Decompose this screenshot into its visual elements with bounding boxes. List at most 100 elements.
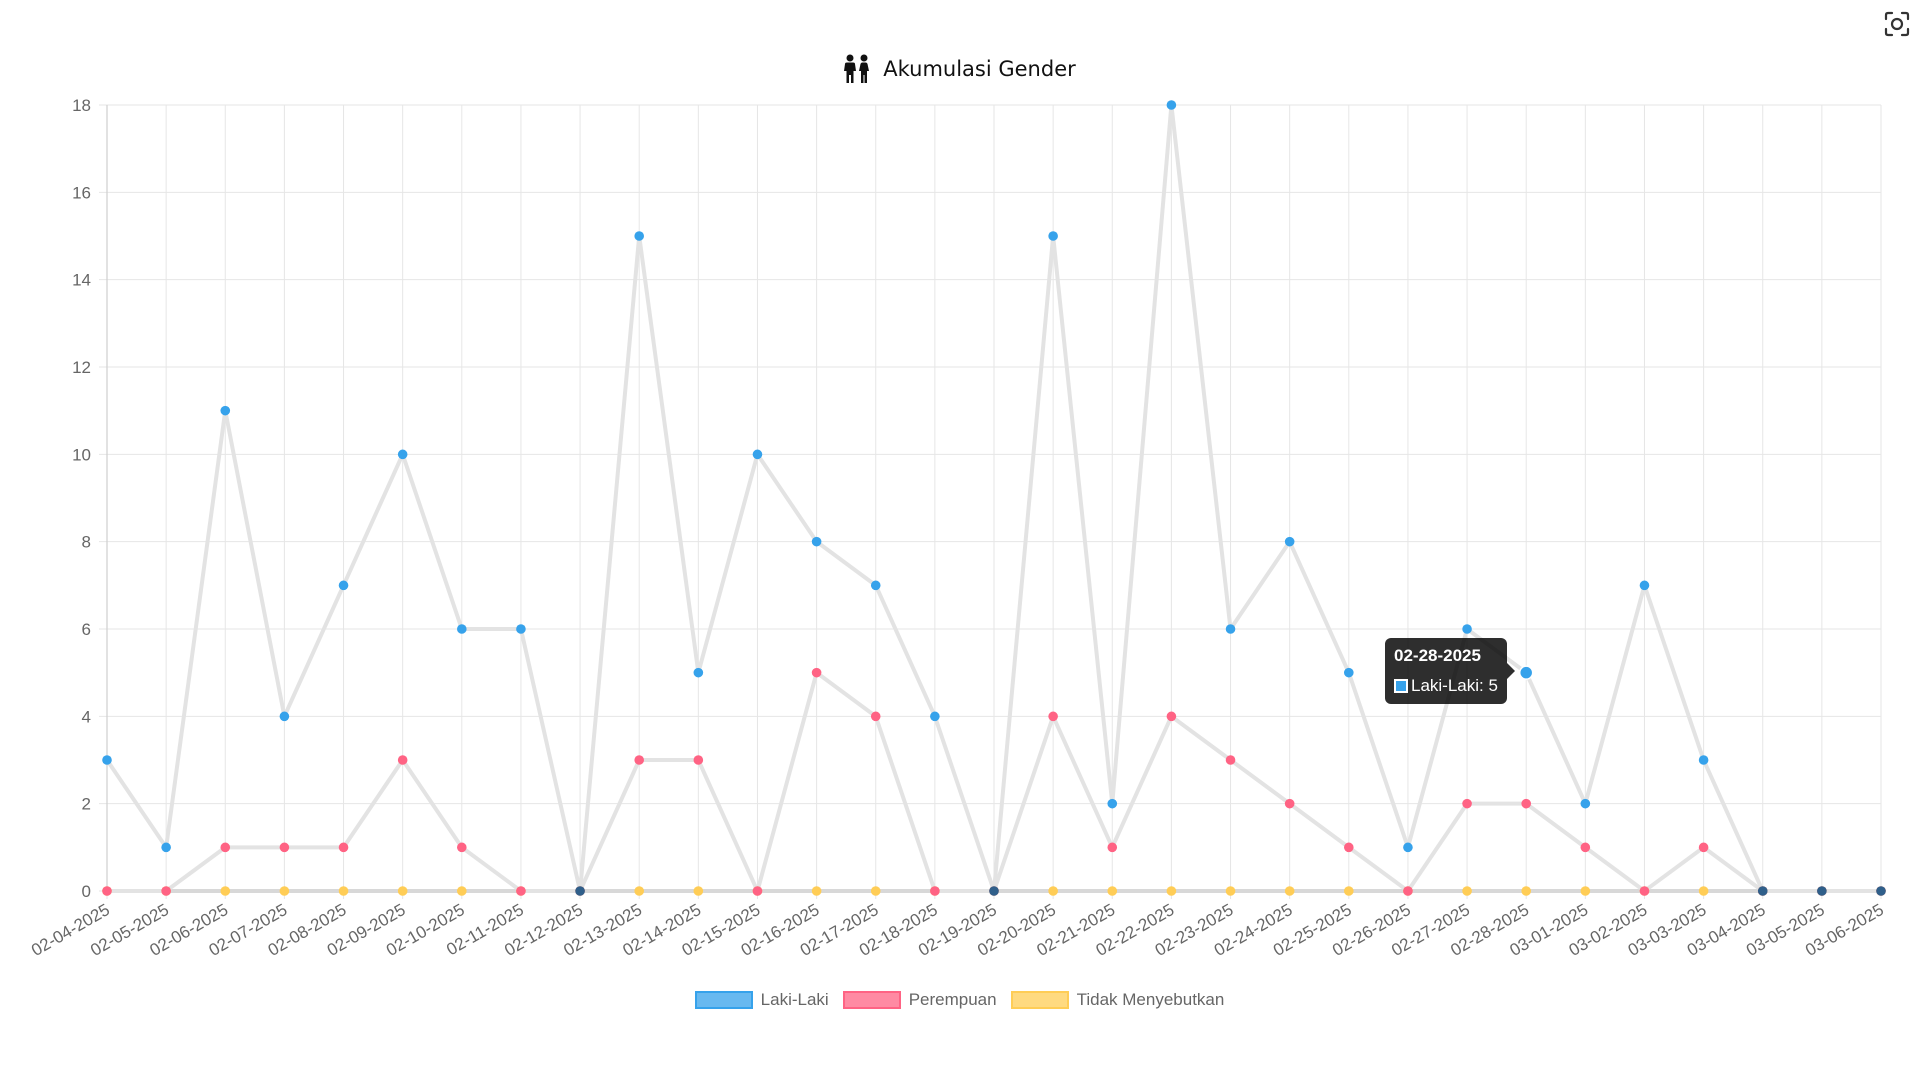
restroom-icon <box>844 54 870 83</box>
data-point-tidak-menyebutkan[interactable] <box>693 886 704 896</box>
data-point-perempuan[interactable] <box>102 886 112 896</box>
data-point-laki-laki[interactable] <box>1462 624 1472 634</box>
legend-label: Perempuan <box>908 990 997 1009</box>
data-point-tidak-menyebutkan[interactable] <box>220 886 231 896</box>
data-point-laki-laki[interactable] <box>1048 231 1058 241</box>
data-point-tidak-menyebutkan[interactable] <box>811 886 822 896</box>
data-point-laki-laki[interactable] <box>1403 842 1413 853</box>
data-point-perempuan[interactable] <box>1639 886 1650 896</box>
legend-item-perempuan[interactable]: Perempuan <box>842 990 997 1010</box>
chart-title: Akumulasi Gender <box>883 57 1076 81</box>
data-point-tidak-menyebutkan[interactable] <box>1225 886 1236 896</box>
data-point-laki-laki[interactable] <box>1166 100 1177 110</box>
data-point-perempuan[interactable] <box>752 886 763 896</box>
data-point-perempuan[interactable] <box>811 667 822 678</box>
data-point-tidak-menyebutkan[interactable] <box>870 886 881 896</box>
data-point-perempuan[interactable] <box>279 842 290 853</box>
data-point-laki-laki[interactable] <box>1518 665 1534 680</box>
data-point-tidak-menyebutkan[interactable] <box>338 886 349 896</box>
data-point-perempuan[interactable] <box>1462 798 1472 809</box>
data-point-tidak-menyebutkan[interactable] <box>1580 886 1591 896</box>
data-point-perempuan[interactable] <box>338 842 349 853</box>
y-tick-label: 8 <box>82 533 91 552</box>
data-point-perempuan[interactable] <box>397 755 408 765</box>
data-point-laki-laki[interactable] <box>1344 667 1354 678</box>
data-point-laki-laki[interactable] <box>693 667 704 678</box>
data-point-tidak-menyebutkan[interactable] <box>1462 886 1472 896</box>
data-point-laki-laki[interactable] <box>161 842 171 853</box>
data-point-perempuan[interactable] <box>1107 842 1118 853</box>
data-point-laki-laki[interactable] <box>1225 624 1236 634</box>
y-tick-label: 12 <box>72 358 91 377</box>
data-point-perempuan[interactable] <box>693 755 704 765</box>
data-point-tidak-menyebutkan[interactable] <box>397 886 408 896</box>
data-point-perempuan[interactable] <box>161 886 171 896</box>
data-point-perempuan[interactable] <box>870 711 881 722</box>
data-point-perempuan[interactable] <box>1698 842 1709 853</box>
y-tick-label: 10 <box>72 445 91 464</box>
data-point-laki-laki[interactable] <box>457 624 467 634</box>
data-point-laki-laki[interactable] <box>1817 886 1827 896</box>
data-point-laki-laki[interactable] <box>397 449 408 460</box>
data-point-laki-laki[interactable] <box>102 755 112 765</box>
y-tick-label: 4 <box>82 707 91 726</box>
screenshot-button[interactable] <box>1883 10 1911 38</box>
y-tick-label: 0 <box>82 882 91 901</box>
data-point-tidak-menyebutkan[interactable] <box>1521 886 1531 896</box>
data-point-perempuan[interactable] <box>516 886 526 896</box>
tooltip-swatch <box>1394 679 1408 693</box>
data-point-perempuan[interactable] <box>634 755 644 765</box>
data-point-perempuan[interactable] <box>1166 711 1177 722</box>
data-point-perempuan[interactable] <box>1284 798 1295 809</box>
legend-item-tidak-menyebutkan[interactable]: Tidak Menyebutkan <box>1010 990 1225 1010</box>
legend-item-laki-laki[interactable]: Laki-Laki <box>694 990 829 1010</box>
y-tick-label: 16 <box>72 183 91 202</box>
data-point-laki-laki[interactable] <box>220 405 231 416</box>
data-point-laki-laki[interactable] <box>870 580 881 591</box>
data-point-perempuan[interactable] <box>1403 886 1413 896</box>
data-point-laki-laki[interactable] <box>634 231 644 241</box>
data-point-laki-laki[interactable] <box>1284 536 1295 547</box>
data-point-laki-laki[interactable] <box>752 449 763 460</box>
data-point-perempuan[interactable] <box>1225 755 1236 765</box>
legend-label: Tidak Menyebutkan <box>1076 990 1225 1009</box>
data-point-laki-laki[interactable] <box>338 580 349 591</box>
data-point-perempuan[interactable] <box>1344 842 1354 853</box>
data-point-laki-laki[interactable] <box>516 624 526 634</box>
data-point-laki-laki[interactable] <box>1639 580 1650 591</box>
data-point-perempuan[interactable] <box>220 842 231 853</box>
data-point-perempuan[interactable] <box>1048 711 1058 722</box>
y-tick-label: 2 <box>82 795 91 814</box>
data-point-perempuan[interactable] <box>930 886 940 896</box>
data-point-tidak-menyebutkan[interactable] <box>279 886 290 896</box>
chart-legend: Laki-Laki Perempuan Tidak Menyebutkan <box>0 990 1919 1010</box>
data-point-tidak-menyebutkan[interactable] <box>634 886 644 896</box>
data-point-laki-laki[interactable] <box>1757 886 1768 896</box>
data-point-tidak-menyebutkan[interactable] <box>457 886 467 896</box>
chart-header: Akumulasi Gender <box>0 54 1919 84</box>
data-point-laki-laki[interactable] <box>575 886 585 896</box>
data-point-tidak-menyebutkan[interactable] <box>1048 886 1058 896</box>
data-point-tidak-menyebutkan[interactable] <box>1107 886 1118 896</box>
data-point-laki-laki[interactable] <box>279 711 290 722</box>
data-point-laki-laki[interactable] <box>930 711 940 722</box>
data-point-laki-laki[interactable] <box>989 886 999 896</box>
y-tick-label: 14 <box>72 271 91 290</box>
data-point-perempuan[interactable] <box>1521 798 1531 809</box>
tooltip-title: 02-28-2025 <box>1394 646 1481 665</box>
data-point-laki-laki[interactable] <box>811 536 822 547</box>
data-point-laki-laki[interactable] <box>1876 886 1886 896</box>
data-point-laki-laki[interactable] <box>1698 755 1709 765</box>
data-point-perempuan[interactable] <box>457 842 467 853</box>
legend-swatch-laki-laki <box>694 991 753 1009</box>
y-tick-label: 6 <box>82 620 91 639</box>
data-point-tidak-menyebutkan[interactable] <box>1698 886 1709 896</box>
data-point-tidak-menyebutkan[interactable] <box>1344 886 1354 896</box>
data-point-perempuan[interactable] <box>1580 842 1591 853</box>
chart-tooltip: 02-28-2025 Laki-Laki: 5 <box>1385 638 1515 704</box>
data-point-laki-laki[interactable] <box>1580 798 1591 809</box>
data-point-tidak-menyebutkan[interactable] <box>1166 886 1177 896</box>
data-point-laki-laki[interactable] <box>1107 798 1118 809</box>
data-point-tidak-menyebutkan[interactable] <box>1284 886 1295 896</box>
